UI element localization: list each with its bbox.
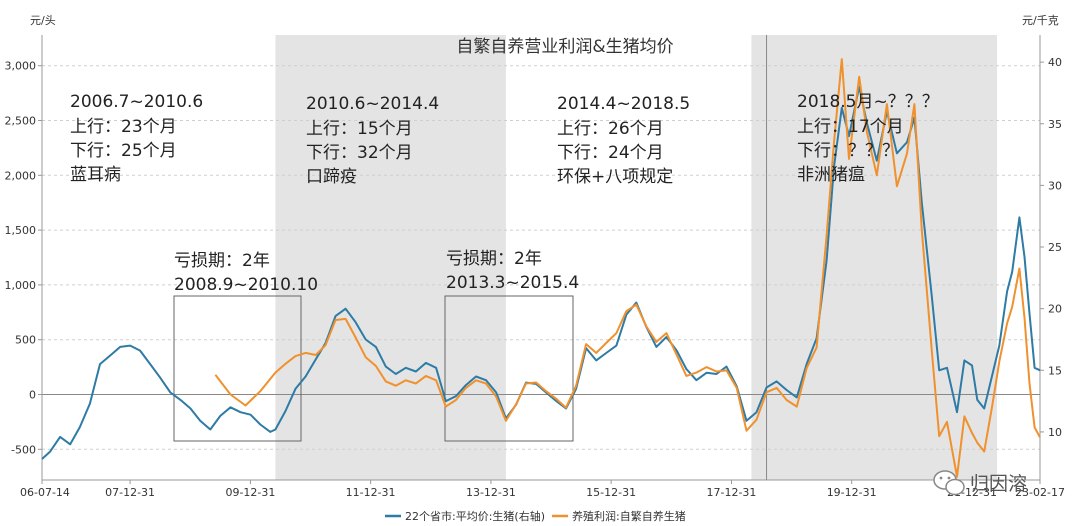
- series-line-profit: [214, 58, 1041, 478]
- x-tick-label: 06-07-14: [20, 486, 70, 499]
- annotation-line: 下行：32个月: [306, 143, 413, 163]
- y-left-tick-label: 500: [15, 334, 36, 347]
- x-tick-label: 07-12-31: [105, 486, 155, 499]
- y-left-tick-label: 2,500: [5, 114, 37, 127]
- x-tick-label: 23-02-17: [1015, 486, 1065, 499]
- y-right-tick-label: 25: [1048, 241, 1062, 254]
- annotation-line: 2013.3~2015.4: [446, 273, 579, 293]
- y-left-tick-label: 1,000: [5, 279, 37, 292]
- annotation-line: 上行：26个月: [557, 119, 664, 139]
- x-tick-label: 13-12-31: [466, 486, 516, 499]
- annotation-loss-1: 亏损期：2年 2008.9~2010.10: [174, 251, 318, 295]
- annotation-line: 亏损期：2年: [174, 251, 270, 271]
- legend-label-price: 22个省市:平均价:生猪(右轴): [405, 509, 545, 523]
- annotation-line: 下行：25个月: [70, 141, 177, 161]
- annotation-line: 口蹄疫: [306, 167, 357, 187]
- y-right-tick-label: 10: [1048, 426, 1062, 439]
- y-right-tick-label: 15: [1048, 364, 1062, 377]
- loss-period-box-1: [173, 295, 302, 442]
- annotation-line: 环保+八项规定: [557, 167, 673, 187]
- y-left-tick-label: 0: [29, 389, 36, 402]
- annotation-line: 下行：？？？: [797, 141, 899, 161]
- y-right-ticks: 10 15 20 25 30 35 40: [1040, 56, 1062, 439]
- x-tick-label: 19-12-31: [827, 486, 877, 499]
- y-left-tick-label: 3,000: [5, 60, 37, 73]
- annotation-line: 2018.5月~？？？: [797, 92, 939, 112]
- annotation-line: 2014.4~2018.5: [557, 94, 690, 114]
- x-tick-label: 11-12-31: [346, 486, 396, 499]
- annotation-line: 蓝耳病: [70, 165, 121, 185]
- shaded-period-2010-2014: [275, 35, 506, 480]
- watermark: 归因溶: [933, 470, 1027, 496]
- x-tick-label: 15-12-31: [586, 486, 636, 499]
- wechat-icon: [933, 470, 965, 496]
- annotation-line: 2006.7~2010.6: [70, 92, 203, 112]
- y-right-tick-label: 35: [1048, 118, 1062, 131]
- y-left-tick-label: 1,500: [5, 224, 37, 237]
- x-ticks: 06-07-14 07-12-31 09-12-31 11-12-31 13-12-31…: [20, 480, 1065, 499]
- y-left-tick-label: -500: [11, 443, 36, 456]
- loss-period-box-2: [444, 295, 574, 442]
- chart-title: 自繁自养营业利润&生猪均价: [456, 37, 673, 57]
- annotation-cycle-1: 2006.7~2010.6 上行：23个月 下行：25个月 蓝耳病: [70, 92, 203, 185]
- y-left-ticks: -500 0 500 1,000 1,500 2,000 2,500 3,000: [5, 60, 42, 456]
- annotation-line: 下行：24个月: [557, 143, 664, 163]
- annotation-loss-2: 亏损期：2年 2013.3~2015.4: [446, 249, 579, 293]
- legend-label-profit: 养殖利润:自繁自养生猪: [572, 509, 686, 523]
- annotation-cycle-3: 2014.4~2018.5 上行：26个月 下行：24个月 环保+八项规定: [557, 94, 690, 187]
- annotation-line: 亏损期：2年: [446, 249, 542, 269]
- annotation-line: 上行：17个月: [797, 117, 904, 137]
- watermark-text: 归因溶: [970, 473, 1027, 495]
- y-right-unit: 元/千克: [1022, 14, 1059, 27]
- annotation-line: 上行：23个月: [70, 117, 177, 137]
- annotation-line: 2008.9~2010.10: [174, 275, 318, 295]
- annotation-cycle-2: 2010.6~2014.4 上行：15个月 下行：32个月 口蹄疫: [306, 94, 439, 187]
- annotation-line: 2010.6~2014.4: [306, 94, 439, 114]
- annotation-cycle-4: 2018.5月~？？？ 上行：17个月 下行：？？？ 非洲猪瘟: [797, 92, 939, 185]
- x-tick-label: 09-12-31: [225, 486, 275, 499]
- y-right-tick-label: 20: [1048, 303, 1062, 316]
- y-right-tick-label: 40: [1048, 56, 1062, 69]
- legend: 22个省市:平均价:生猪(右轴) 养殖利润:自繁自养生猪: [385, 509, 686, 523]
- annotation-line: 非洲猪瘟: [797, 165, 865, 185]
- annotation-line: 上行：15个月: [306, 119, 413, 139]
- y-left-unit: 元/头: [30, 14, 56, 27]
- y-left-tick-label: 2,000: [5, 169, 37, 182]
- y-right-tick-label: 30: [1048, 179, 1062, 192]
- x-tick-label: 17-12-31: [707, 486, 757, 499]
